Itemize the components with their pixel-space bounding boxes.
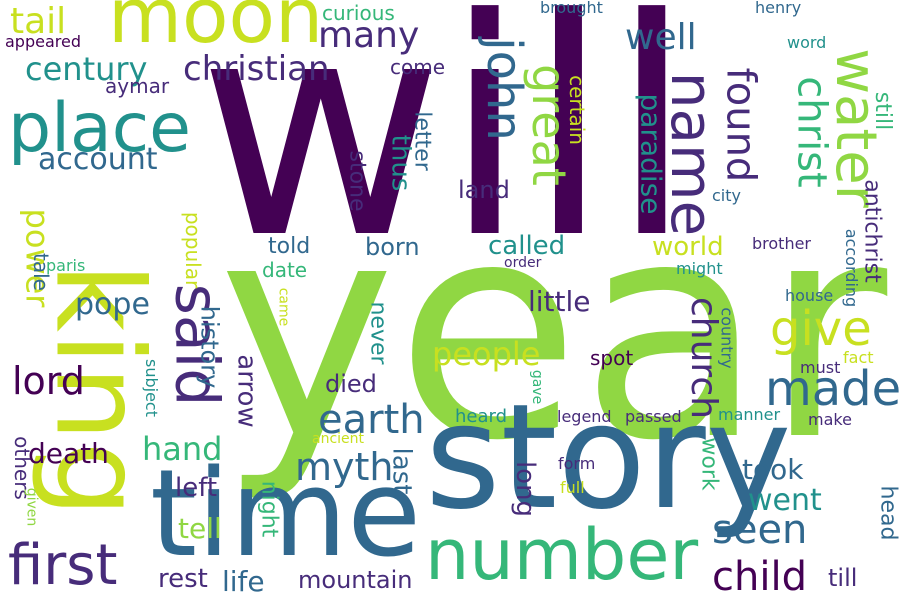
word-earth: earth	[318, 397, 425, 443]
word-manner: manner	[718, 405, 781, 424]
word-still: still	[870, 91, 896, 131]
word-subject: subject	[142, 359, 161, 417]
word-give: give	[770, 301, 872, 357]
word-country: country	[717, 307, 737, 369]
word-people: people	[432, 335, 541, 373]
word-work: work	[696, 437, 722, 491]
word-henry: henry	[755, 0, 802, 17]
word-aymar: aymar	[105, 74, 170, 98]
word-appeared: appeared	[5, 32, 81, 51]
word-land: land	[458, 176, 510, 204]
word-rest: rest	[158, 564, 208, 594]
word-till: till	[828, 564, 858, 592]
word-letter: letter	[409, 111, 435, 171]
word-took: took	[742, 453, 804, 486]
word-long: long	[510, 460, 541, 518]
word-first: first	[8, 533, 118, 598]
word-must: must	[800, 358, 841, 377]
word-name: name	[658, 71, 727, 237]
word-told: told	[268, 234, 311, 259]
word-curious: curious	[322, 1, 395, 25]
word-account: account	[38, 142, 158, 177]
word-paradise: paradise	[634, 93, 668, 215]
word-word: word	[787, 33, 827, 52]
word-called: called	[488, 231, 566, 261]
word-full: full	[560, 478, 585, 497]
word-make: make	[808, 410, 852, 429]
word-last: last	[386, 447, 417, 495]
word-form: form	[558, 454, 596, 473]
word-story: story	[425, 373, 792, 542]
word-world: world	[652, 232, 724, 262]
word-myth: myth	[295, 445, 394, 489]
word-certain: certain	[564, 75, 589, 145]
word-well: well	[625, 17, 697, 58]
word-order: order	[504, 255, 542, 271]
word-gave: gave	[529, 369, 546, 405]
word-paris: paris	[46, 256, 86, 275]
word-made: made	[765, 361, 900, 417]
word-went: went	[748, 483, 822, 518]
word-died: died	[325, 370, 377, 398]
word-christ: christ	[788, 76, 835, 188]
word-seen: seen	[712, 507, 808, 553]
word-legend: legend	[557, 407, 612, 426]
word-given: given	[23, 487, 40, 527]
word-tell: tell	[178, 512, 222, 545]
word-stone: stone	[344, 150, 370, 212]
word-came: came	[275, 287, 292, 327]
word-christian: christian	[183, 49, 330, 89]
word-history: history	[195, 305, 224, 389]
word-mountain: mountain	[298, 566, 413, 594]
word-head: head	[875, 485, 900, 541]
word-night: night	[256, 480, 282, 538]
word-century: century	[25, 50, 148, 88]
word-spot: spot	[590, 346, 634, 370]
word-many: many	[318, 15, 420, 56]
word-john: john	[475, 37, 532, 141]
word-arrow: arrow	[231, 354, 262, 428]
word-year: year	[218, 157, 888, 506]
word-antichrist: antichrist	[859, 179, 885, 283]
word-left: left	[175, 473, 218, 503]
word-never: never	[365, 301, 391, 365]
word-date: date	[262, 258, 308, 282]
word-moon: moon	[108, 0, 324, 60]
word-pope: pope	[75, 287, 150, 322]
word-fact: fact	[843, 348, 874, 367]
word-lord: lord	[12, 359, 85, 403]
word-time: time	[150, 445, 422, 584]
word-city: city	[712, 186, 741, 205]
word-house: house	[785, 286, 834, 305]
word-child: child	[712, 554, 807, 600]
word-will: will	[198, 0, 694, 304]
word-place: place	[8, 89, 191, 168]
word-popular: popular	[181, 211, 206, 289]
word-church: church	[683, 296, 725, 420]
word-brother: brother	[752, 234, 812, 253]
word-tail: tail	[10, 1, 67, 42]
word-born: born	[365, 233, 420, 261]
word-heard: heard	[455, 406, 508, 427]
word-little: little	[528, 285, 591, 318]
word-life: life	[222, 565, 265, 598]
word-according: according	[842, 228, 862, 308]
word-brought: brought	[540, 0, 603, 17]
word-found: found	[717, 67, 764, 183]
word-passed: passed	[625, 407, 682, 426]
word-number: number	[425, 514, 699, 596]
word-come: come	[390, 55, 446, 79]
word-might: might	[676, 259, 723, 278]
word-hand: hand	[142, 430, 223, 468]
word-ancient: ancient	[312, 431, 365, 447]
word-death: death	[28, 437, 109, 470]
